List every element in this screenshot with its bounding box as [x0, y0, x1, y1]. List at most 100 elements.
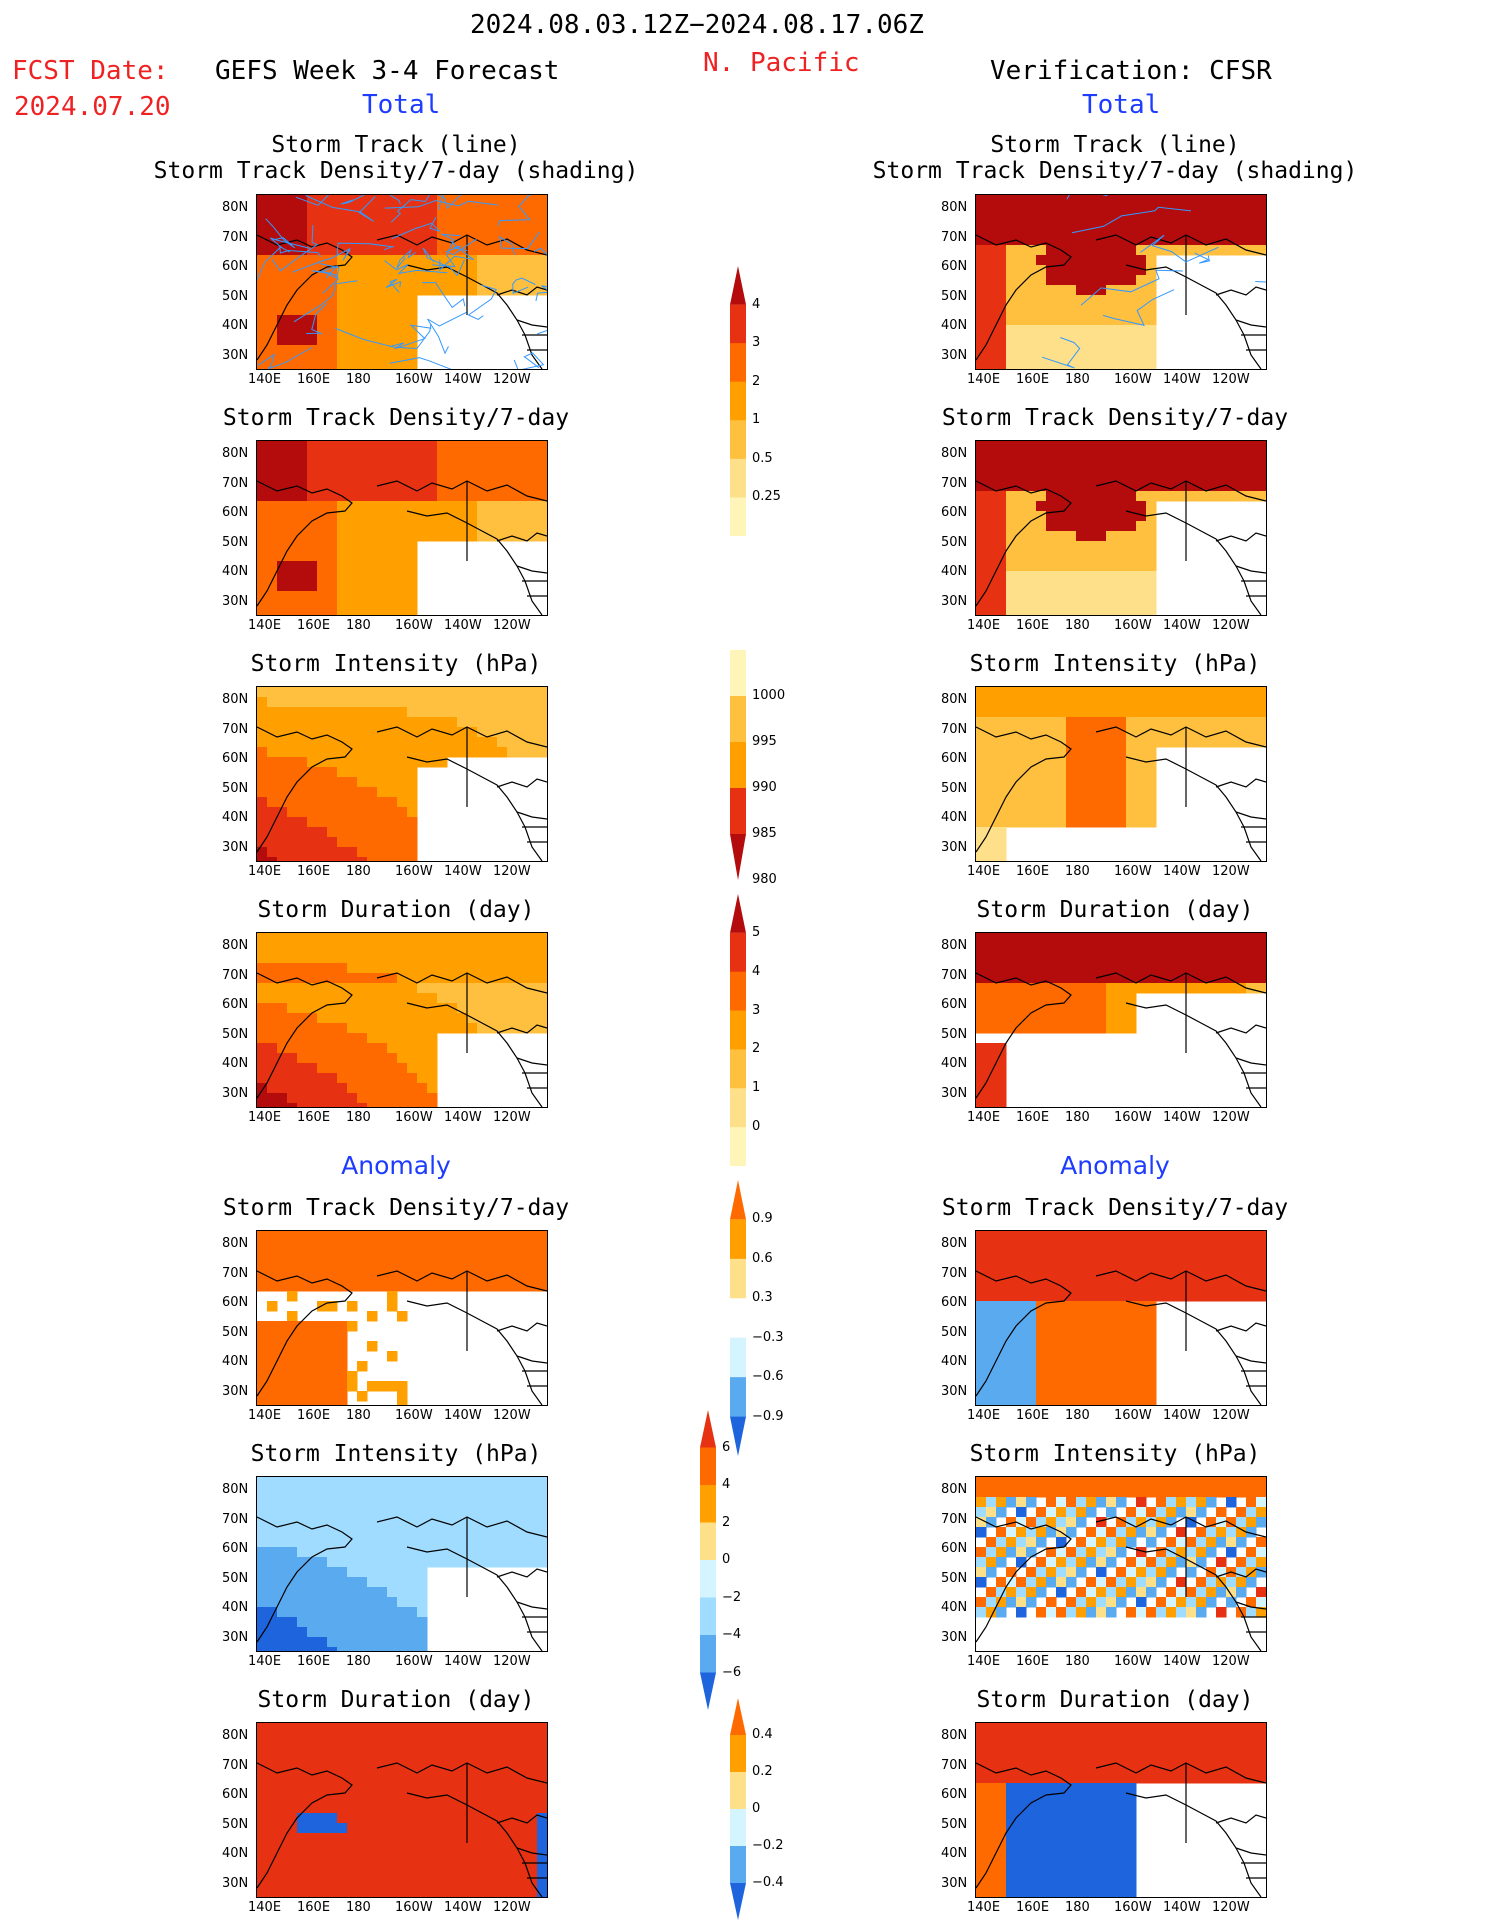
- colorbar-tick-label: −0.2: [752, 1838, 784, 1853]
- lon-tick: 180: [1065, 1654, 1090, 1669]
- period-title: 2024.08.03.12Z−2024.08.17.06Z: [470, 10, 924, 40]
- colorbar-tick-label: 0.2: [752, 1764, 773, 1779]
- right-density-title: Storm Track Density/7-day: [805, 405, 1425, 431]
- lat-tick: 50N: [941, 781, 967, 796]
- left-duration-title: Storm Duration (day): [86, 897, 706, 923]
- lon-tick: 140W: [444, 864, 482, 879]
- lon-tick: 160W: [1114, 1110, 1152, 1125]
- colorbar-tick-label: −6: [722, 1665, 741, 1680]
- lon-tick: 120W: [493, 618, 531, 633]
- lat-tick: 50N: [941, 1325, 967, 1340]
- colorbar-colorbar_duration_anomaly: [730, 1698, 746, 1924]
- lat-tick: 30N: [222, 1876, 248, 1891]
- lat-tick: 40N: [941, 1600, 967, 1615]
- colorbar-segment: [700, 1410, 716, 1448]
- lon-tick: 140W: [1163, 1110, 1201, 1125]
- lon-tick: 140E: [248, 1110, 281, 1125]
- lat-tick: 30N: [941, 1876, 967, 1891]
- colorbar-segment: [730, 1049, 746, 1088]
- colorbar-segment: [730, 1377, 746, 1417]
- lat-tick: 80N: [222, 938, 248, 953]
- lat-tick: 30N: [941, 348, 967, 363]
- lon-tick: 120W: [1212, 372, 1250, 387]
- lon-tick: 140E: [967, 1408, 1000, 1423]
- colorbar-segment: [700, 1448, 716, 1486]
- lon-tick: 140E: [967, 864, 1000, 879]
- colorbar-segment: [730, 650, 746, 697]
- lon-tick: 180: [346, 372, 371, 387]
- right-column-title: Verification: CFSR: [990, 56, 1272, 86]
- lon-tick: 140W: [444, 1110, 482, 1125]
- right-duration-title: Storm Duration (day): [805, 897, 1425, 923]
- lat-tick: 60N: [222, 1295, 248, 1310]
- lat-tick: 40N: [941, 564, 967, 579]
- lon-tick: 120W: [1212, 1408, 1250, 1423]
- lon-tick: 120W: [493, 372, 531, 387]
- lat-tick: 60N: [222, 751, 248, 766]
- lat-tick: 30N: [941, 594, 967, 609]
- lon-tick: 160E: [1016, 1654, 1049, 1669]
- map-field: [976, 933, 1266, 1107]
- colorbar-colorbar_density_anomaly: [730, 1180, 746, 1460]
- colorbar-segment: [730, 1772, 746, 1810]
- lon-tick: 160W: [395, 1408, 433, 1423]
- lat-tick: 40N: [222, 1600, 248, 1615]
- lat-tick: 30N: [222, 1086, 248, 1101]
- lat-tick: 50N: [222, 535, 248, 550]
- colorbar-tick-label: −0.6: [752, 1369, 784, 1384]
- lon-tick: 140E: [967, 372, 1000, 387]
- lat-tick: 40N: [941, 1354, 967, 1369]
- lon-tick: 160W: [395, 1110, 433, 1125]
- lon-tick: 140W: [1163, 1900, 1201, 1915]
- map-field: [257, 1477, 547, 1651]
- map-left-duration: [256, 932, 548, 1108]
- lon-tick: 140W: [444, 372, 482, 387]
- lon-tick: 160E: [1016, 1408, 1049, 1423]
- colorbar-tick-label: −0.9: [752, 1409, 784, 1424]
- lat-tick: 70N: [941, 1266, 967, 1281]
- lat-tick: 70N: [941, 1512, 967, 1527]
- lat-tick: 30N: [222, 594, 248, 609]
- lon-tick: 140E: [248, 618, 281, 633]
- colorbar-tick-label: 1000: [752, 688, 785, 703]
- lon-tick: 140W: [444, 1408, 482, 1423]
- lon-tick: 180: [346, 1654, 371, 1669]
- lon-tick: 160E: [297, 864, 330, 879]
- lon-tick: 180: [346, 864, 371, 879]
- colorbar-segment: [730, 1127, 746, 1166]
- lon-tick: 120W: [493, 864, 531, 879]
- lon-tick: 140W: [1163, 1408, 1201, 1423]
- lat-tick: 30N: [222, 1630, 248, 1645]
- colorbar-tick-label: 4: [752, 964, 760, 979]
- left-intensity-title: Storm Intensity (hPa): [86, 651, 706, 677]
- lon-tick: 160W: [1114, 864, 1152, 879]
- colorbar-tick-label: 985: [752, 826, 777, 841]
- colorbar-tick-label: 990: [752, 780, 777, 795]
- storm-track-line: [1255, 271, 1266, 282]
- colorbar-segment: [730, 266, 746, 305]
- lat-tick: 70N: [222, 1512, 248, 1527]
- lon-tick: 140E: [248, 1408, 281, 1423]
- lat-tick: 50N: [222, 1571, 248, 1586]
- lat-tick: 80N: [941, 1236, 967, 1251]
- lat-tick: 70N: [222, 968, 248, 983]
- lat-tick: 50N: [222, 1817, 248, 1832]
- fcst-date-value: 2024.07.20: [14, 92, 171, 122]
- colorbar-tick-label: 1: [752, 1080, 760, 1095]
- left-track-line-title: Storm Track (line): [86, 132, 706, 158]
- storm-track-line: [428, 312, 467, 353]
- colorbar-tick-label: 3: [752, 1003, 760, 1018]
- lat-tick: 40N: [222, 318, 248, 333]
- colorbar-tick-label: 5: [752, 925, 760, 940]
- colorbar-tick-label: 980: [752, 872, 777, 887]
- lon-tick: 160E: [1016, 864, 1049, 879]
- map-field: [976, 1723, 1266, 1897]
- colorbar-segment: [730, 343, 746, 382]
- colorbar-segment: [730, 1219, 746, 1259]
- map-right-int-anom: [975, 1476, 1267, 1652]
- left-total-subtitle: Total: [362, 90, 440, 120]
- lat-tick: 80N: [941, 692, 967, 707]
- colorbar-tick-label: 0.5: [752, 451, 773, 466]
- colorbar-tick-label: 2: [722, 1515, 730, 1530]
- lon-tick: 120W: [1212, 1654, 1250, 1669]
